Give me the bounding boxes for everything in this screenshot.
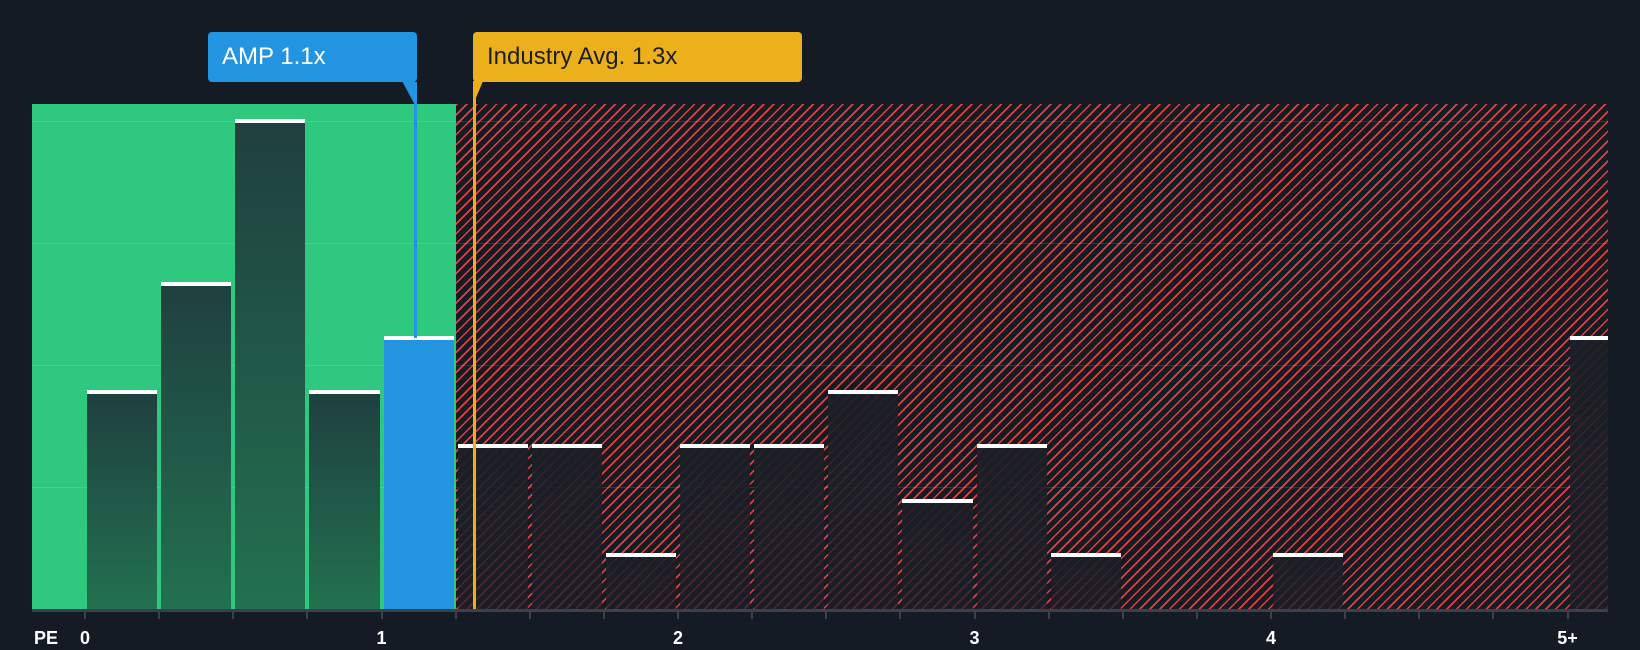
histogram-bar <box>605 554 676 609</box>
histogram-bar <box>1273 554 1344 609</box>
gridline <box>32 243 1608 244</box>
x-tick-label: 1 <box>376 628 387 648</box>
x-axis-tick <box>454 611 457 619</box>
subject-pe-callout: AMP 1.1x <box>208 32 417 82</box>
x-axis-tick <box>1344 611 1347 619</box>
x-axis-tick <box>232 611 235 619</box>
histogram-bar <box>161 283 232 609</box>
bar-top-marker <box>828 390 899 395</box>
x-axis-tick <box>751 611 754 619</box>
histogram-bar <box>457 446 528 609</box>
bar-top-marker <box>1273 552 1344 557</box>
bar-top-marker <box>457 444 528 449</box>
subject-callout-pointer <box>402 81 415 105</box>
subject-pe-line <box>414 82 417 338</box>
histogram-bar <box>1569 337 1608 609</box>
bar-top-marker <box>976 444 1047 449</box>
x-axis-tick <box>1195 611 1198 619</box>
x-tick-label: 5+ <box>1557 628 1578 648</box>
industry-callout-pointer <box>473 81 483 105</box>
x-axis-line <box>32 609 1608 612</box>
x-axis-tick <box>1270 611 1272 619</box>
histogram-bar <box>235 121 306 609</box>
x-axis-tick <box>380 611 383 619</box>
x-axis-tick <box>84 611 86 619</box>
histogram-bar <box>87 392 158 609</box>
histogram-bar <box>309 392 380 609</box>
x-axis-tick <box>825 611 828 619</box>
bar-top-marker <box>383 335 454 340</box>
x-axis-tick <box>602 611 605 619</box>
histogram-bar <box>754 446 825 609</box>
bar-top-marker <box>309 390 380 395</box>
bar-top-marker <box>1050 552 1121 557</box>
industry-avg-callout: Industry Avg. 1.3x <box>473 32 802 82</box>
x-axis-tick <box>1566 611 1569 619</box>
x-axis-tick <box>1492 611 1495 619</box>
x-axis-title: PE <box>34 628 59 648</box>
x-axis-tick <box>1047 611 1050 619</box>
x-tick-label: 4 <box>1265 628 1277 648</box>
bar-top-marker <box>605 552 676 557</box>
bar-top-marker <box>902 498 973 503</box>
x-axis-tick <box>306 611 309 619</box>
x-tick-label: 0 <box>79 628 91 648</box>
bar-top-marker <box>1569 335 1608 340</box>
industry-avg-line <box>473 82 476 609</box>
histogram-bar <box>828 392 899 609</box>
x-tick-label: 2 <box>672 628 684 648</box>
x-axis-tick <box>677 611 679 619</box>
histogram-bar <box>680 446 751 609</box>
x-axis-tick <box>1121 611 1124 619</box>
bar-top-marker <box>235 119 306 123</box>
bar-top-marker <box>680 444 751 449</box>
gridline <box>32 365 1608 366</box>
bar-top-marker <box>161 281 232 286</box>
x-axis-tick <box>158 611 161 619</box>
histogram-bar <box>383 337 454 609</box>
bar-top-marker <box>87 390 158 395</box>
x-tick-label: 3 <box>969 628 980 648</box>
histogram-bar <box>902 500 973 609</box>
x-axis-tick <box>899 611 902 619</box>
bar-top-marker <box>531 444 602 449</box>
bar-top-marker <box>754 444 825 449</box>
histogram-bar <box>531 446 602 609</box>
x-axis-tick <box>973 611 976 619</box>
histogram-bar <box>976 446 1047 609</box>
gridline <box>32 121 1608 122</box>
histogram-bar <box>1050 554 1121 609</box>
x-axis-tick <box>1418 611 1421 619</box>
x-axis-tick <box>528 611 531 619</box>
